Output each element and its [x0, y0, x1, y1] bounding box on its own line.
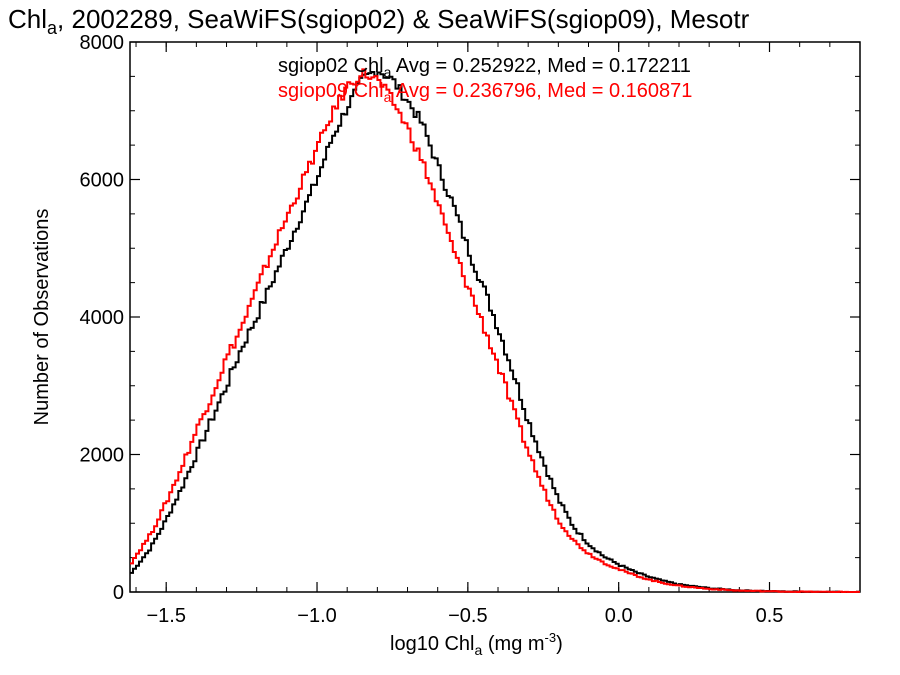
legend-0-prefix: sgiop02 Chl — [278, 55, 384, 77]
x-tick-label: −1.0 — [297, 605, 336, 627]
title-subscript: a — [47, 18, 58, 38]
legend-1-suffix: Avg = 0.236796, Med = 0.160871 — [391, 80, 692, 102]
chart-title: Chla, 2002289, SeaWiFS(sgiop02) & SeaWiF… — [8, 4, 750, 38]
y-tick-label: 6000 — [80, 170, 125, 192]
xlabel-suffix: ) — [556, 633, 563, 655]
title-prefix: Chl — [8, 4, 47, 34]
y-axis-ticks: 0 2000 4000 6000 8000 — [80, 32, 860, 604]
y-tick-label: 0 — [113, 582, 124, 604]
y-tick-label: 4000 — [80, 307, 125, 329]
legend-0-subscript: a — [384, 64, 392, 80]
xlabel-superscript: -3 — [545, 630, 557, 645]
title-suffix: , 2002289, SeaWiFS(sgiop02) & SeaWiFS(sg… — [57, 4, 750, 34]
y-tick-label: 8000 — [80, 32, 125, 54]
legend-entry-sgiop02: sgiop02 Chla Avg = 0.252922, Med = 0.172… — [278, 55, 691, 80]
y-tick-label: 2000 — [80, 445, 125, 467]
x-tick-label: −1.5 — [146, 605, 185, 627]
legend-entry-sgiop09: sgiop09 Chla Avg = 0.236796, Med = 0.160… — [278, 80, 692, 105]
xlabel-prefix: log10 Chl — [390, 633, 475, 655]
series-lines — [130, 68, 860, 593]
x-axis-ticks: −1.5 −1.0 −0.5 0.0 0.5 — [135, 42, 861, 627]
x-tick-label: 0.0 — [605, 605, 633, 627]
xlabel-subscript: a — [475, 642, 483, 658]
x-tick-label: −0.5 — [448, 605, 487, 627]
x-axis-title: log10 Chla (mg m-3) — [390, 630, 563, 658]
y-axis-title: Number of Observations — [31, 209, 53, 426]
legend-1-prefix: sgiop09 Chl — [278, 80, 384, 102]
x-tick-label: 0.5 — [756, 605, 784, 627]
xlabel-middle: (mg m — [482, 633, 544, 655]
legend-1-subscript: a — [384, 89, 392, 105]
legend-0-suffix: Avg = 0.252922, Med = 0.172211 — [391, 55, 691, 77]
series-line-sgiop09 — [130, 68, 860, 593]
